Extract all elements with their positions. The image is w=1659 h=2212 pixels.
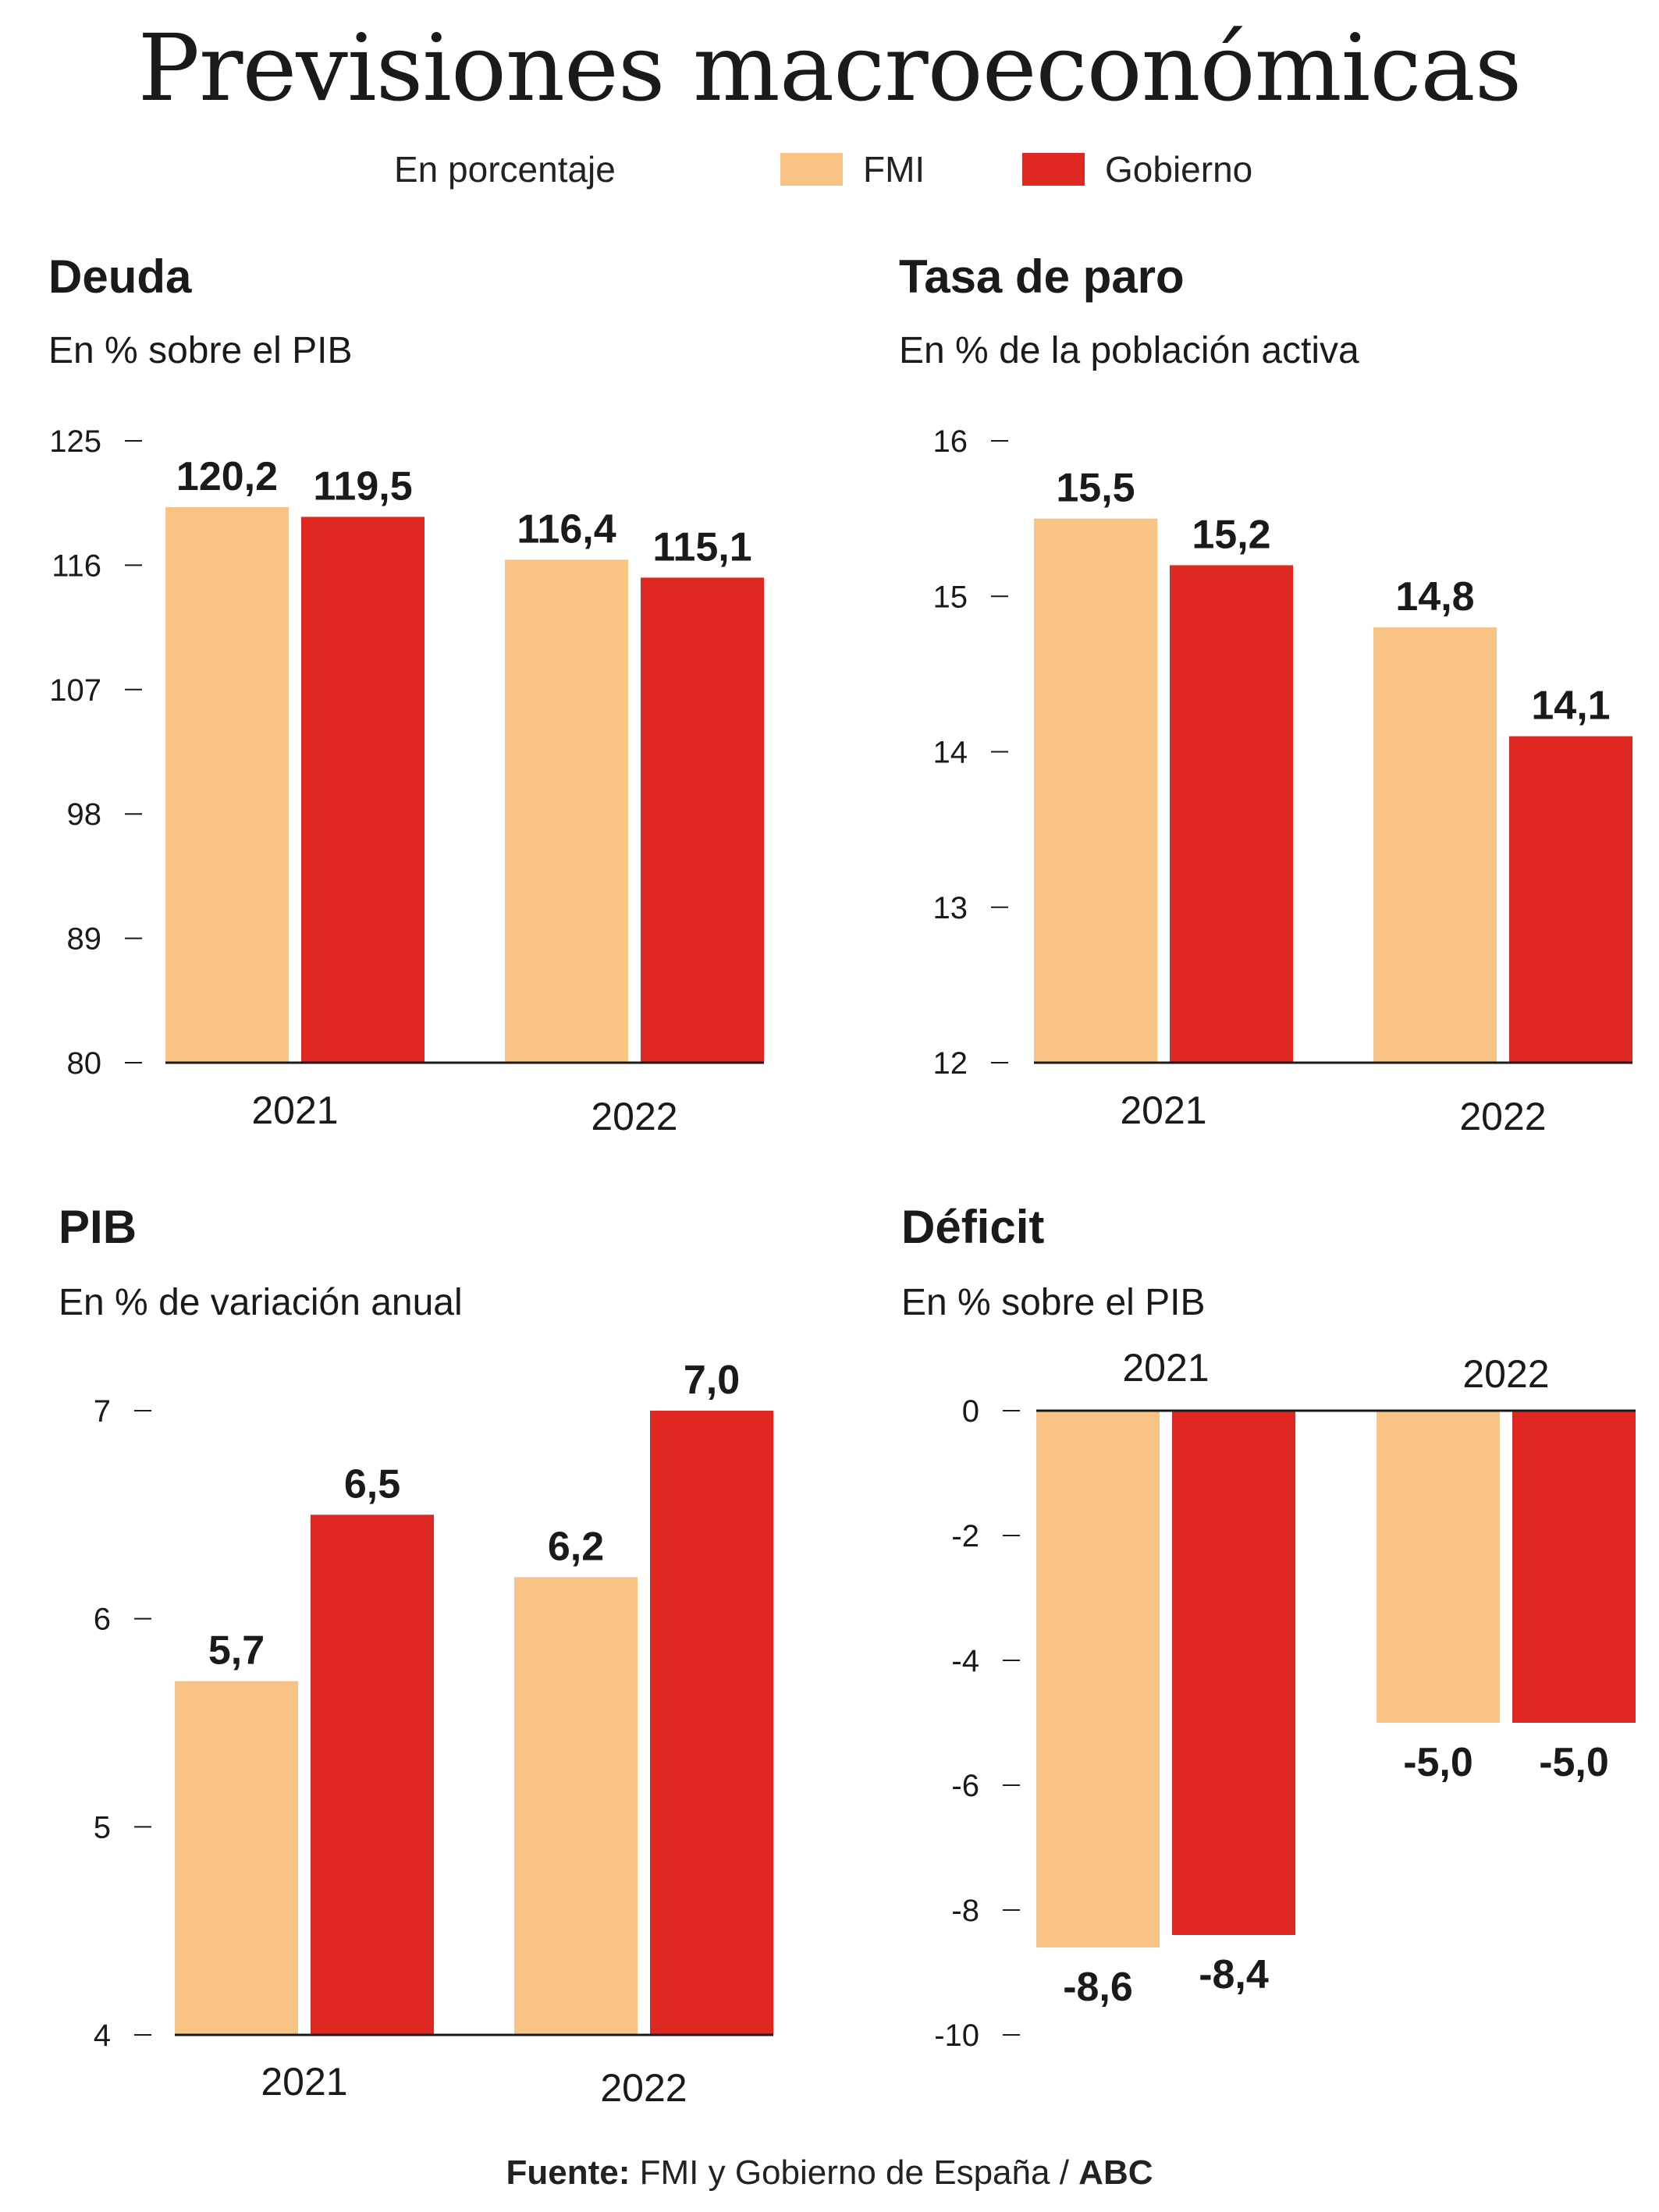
legend-swatch-gobierno xyxy=(1022,153,1085,186)
bar-fmi-2021 xyxy=(1036,1411,1160,1947)
data-label: -8,4 xyxy=(1199,1952,1269,1997)
data-label: 120,2 xyxy=(176,454,278,499)
source-label: Fuente: xyxy=(506,2153,631,2192)
y-tick-label: 14 xyxy=(933,736,968,770)
data-label: 7,0 xyxy=(684,1358,740,1403)
chart-subtitle: En % de la población activa xyxy=(899,330,1359,371)
bar-gobierno-2022 xyxy=(650,1411,773,2035)
x-category-label: 2021 xyxy=(261,2060,347,2104)
chart-title: Déficit xyxy=(901,1201,1044,1253)
bar-fmi-2022 xyxy=(1377,1411,1500,1723)
y-tick-label: 13 xyxy=(933,891,968,925)
chart-title: PIB xyxy=(59,1201,137,1253)
bar-gobierno-2021 xyxy=(1170,565,1293,1063)
y-tick-label: -6 xyxy=(951,1769,979,1803)
legend-item-fmi: FMI xyxy=(780,148,925,190)
bar-fmi-2021 xyxy=(175,1681,298,2035)
y-tick-label: 4 xyxy=(94,2018,111,2053)
legend-swatch-fmi xyxy=(780,153,843,186)
y-tick-label: 16 xyxy=(933,424,968,459)
bar-fmi-2021 xyxy=(165,507,289,1063)
y-tick-label: 116 xyxy=(52,549,101,583)
bar-fmi-2022 xyxy=(1373,627,1497,1063)
y-tick-label: 125 xyxy=(49,424,101,459)
legend-item-gobierno: Gobierno xyxy=(1022,148,1252,190)
data-label: 6,5 xyxy=(344,1461,400,1507)
x-category-label: 2021 xyxy=(1122,1346,1209,1390)
y-tick-label: -2 xyxy=(951,1519,979,1553)
data-label: 14,8 xyxy=(1395,574,1474,620)
bar-gobierno-2021 xyxy=(301,517,425,1063)
bar-fmi-2021 xyxy=(1034,518,1157,1063)
y-tick-label: -8 xyxy=(951,1894,979,1928)
data-label: 14,1 xyxy=(1531,683,1610,729)
page-title: Previsiones macroeconómicas xyxy=(137,14,1522,122)
data-label: 6,2 xyxy=(548,1524,604,1569)
bar-gobierno-2022 xyxy=(1509,736,1632,1063)
y-tick-label: 7 xyxy=(94,1394,111,1429)
y-tick-label: 15 xyxy=(933,580,968,614)
y-tick-label: -4 xyxy=(951,1644,979,1678)
data-label: 119,5 xyxy=(313,463,412,509)
source-brand: ABC xyxy=(1078,2153,1153,2192)
y-tick-label: 6 xyxy=(94,1603,111,1637)
x-category-label: 2022 xyxy=(591,1095,677,1138)
legend-label-fmi: FMI xyxy=(863,149,925,190)
legend-note: En porcentaje xyxy=(394,149,616,190)
x-category-label: 2022 xyxy=(1459,1095,1546,1138)
chart-title: Tasa de paro xyxy=(899,250,1185,303)
y-tick-label: 0 xyxy=(962,1394,979,1429)
x-category-label: 2021 xyxy=(1120,1088,1206,1132)
data-label: 5,7 xyxy=(208,1628,265,1674)
x-category-label: 2021 xyxy=(251,1088,338,1132)
bar-fmi-2022 xyxy=(514,1577,638,2035)
y-tick-label: -10 xyxy=(934,2018,979,2053)
data-label: -8,6 xyxy=(1063,1965,1133,2010)
chart-subtitle: En % sobre el PIB xyxy=(901,1282,1206,1323)
chart-subtitle: En % sobre el PIB xyxy=(48,330,353,371)
x-category-label: 2022 xyxy=(600,2066,687,2110)
data-label: 116,4 xyxy=(517,506,616,552)
y-tick-label: 107 xyxy=(49,673,101,708)
data-label: -5,0 xyxy=(1539,1740,1609,1785)
y-tick-label: 80 xyxy=(67,1046,102,1081)
legend-label-gobierno: Gobierno xyxy=(1105,149,1253,190)
source-separator: / xyxy=(1059,2153,1069,2192)
y-tick-label: 89 xyxy=(67,922,102,957)
y-tick-label: 12 xyxy=(933,1046,968,1081)
legend: En porcentaje FMI Gobierno xyxy=(0,148,1659,195)
data-label: 15,5 xyxy=(1056,466,1135,511)
data-label: 15,2 xyxy=(1192,512,1270,557)
source-line: Fuente: FMI y Gobierno de España / ABC xyxy=(0,2153,1659,2192)
y-tick-label: 5 xyxy=(94,1810,111,1845)
x-category-label: 2022 xyxy=(1462,1352,1549,1396)
bar-gobierno-2021 xyxy=(311,1514,434,2035)
bar-gobierno-2022 xyxy=(1512,1411,1636,1723)
bar-fmi-2022 xyxy=(505,559,628,1063)
bar-gobierno-2021 xyxy=(1172,1411,1295,1935)
bar-gobierno-2022 xyxy=(641,577,764,1063)
chart-title: Deuda xyxy=(48,250,192,303)
data-label: 115,1 xyxy=(652,524,751,570)
y-tick-label: 98 xyxy=(67,797,102,832)
data-label: -5,0 xyxy=(1403,1740,1473,1785)
source-text: FMI y Gobierno de España xyxy=(639,2153,1050,2192)
chart-subtitle: En % de variación anual xyxy=(59,1282,463,1323)
